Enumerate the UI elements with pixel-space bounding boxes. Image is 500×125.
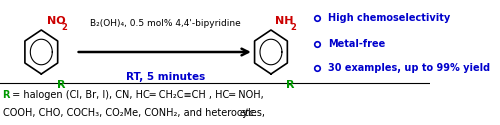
Text: = halogen (Cl, Br, I), CN, HC═ CH₂C≡CH , HC═ NOH,: = halogen (Cl, Br, I), CN, HC═ CH₂C≡CH ,… [10, 90, 264, 100]
Text: Metal-free: Metal-free [328, 39, 385, 49]
Text: NO: NO [48, 16, 66, 26]
Text: R: R [286, 80, 295, 90]
Text: 30 examples, up to 99% yield: 30 examples, up to 99% yield [328, 63, 490, 73]
Text: 2: 2 [290, 23, 296, 32]
Text: 2: 2 [61, 23, 67, 32]
Text: RT, 5 minutes: RT, 5 minutes [126, 72, 205, 82]
Text: etc.: etc. [239, 108, 258, 118]
Text: B₂(OH)₄, 0.5 mol% 4,4'-bipyridine: B₂(OH)₄, 0.5 mol% 4,4'-bipyridine [90, 19, 240, 28]
Text: High chemoselectivity: High chemoselectivity [328, 13, 450, 23]
Text: COOH, CHO, COCH₃, CO₂Me, CONH₂, and heterocyles,: COOH, CHO, COCH₃, CO₂Me, CONH₂, and hete… [2, 108, 268, 118]
Text: NH: NH [276, 16, 294, 26]
Text: R: R [2, 90, 10, 100]
Text: R: R [57, 80, 66, 90]
